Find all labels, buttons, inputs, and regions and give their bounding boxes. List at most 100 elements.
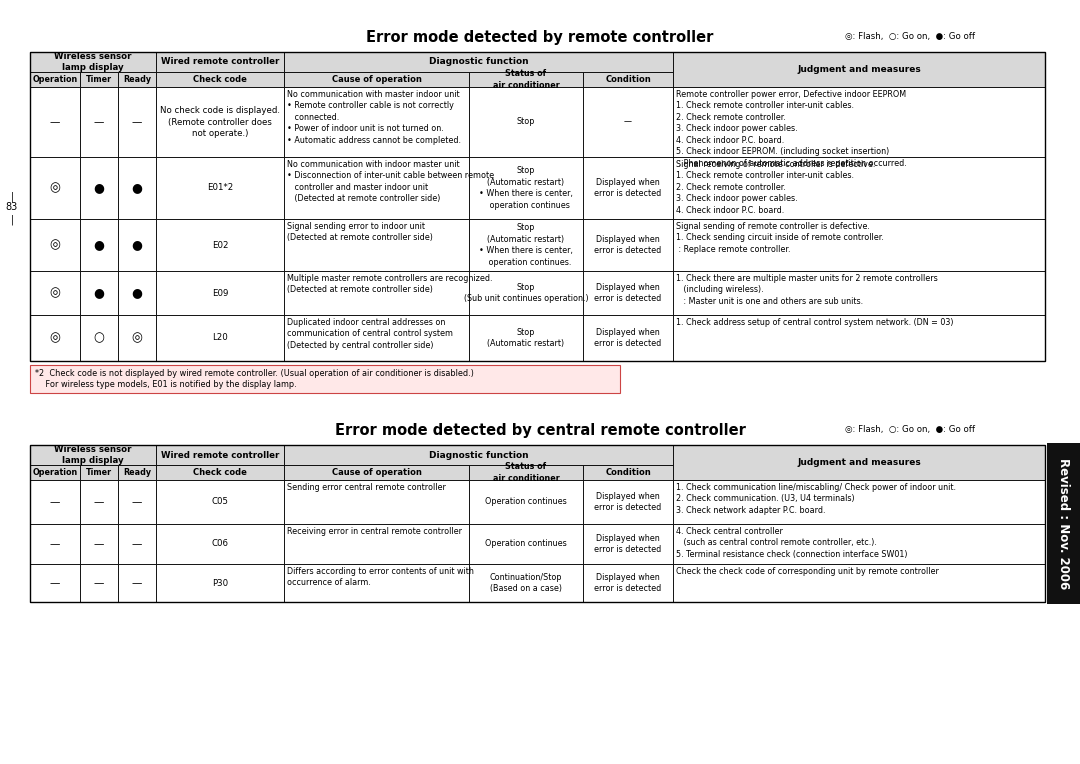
Bar: [30, 52, 1045, 361]
Bar: [583, 524, 673, 564]
Text: No communication with indoor master unit
• Disconnection of inter-unit cable bet: No communication with indoor master unit…: [287, 160, 495, 203]
Bar: [30, 524, 80, 564]
Bar: [284, 480, 469, 524]
Bar: [80, 564, 118, 602]
Bar: [673, 52, 1045, 87]
Bar: [80, 271, 118, 315]
Text: —: —: [94, 539, 104, 549]
Text: Stop
(Automatic restart)
• When there is center,
   operation continues.: Stop (Automatic restart) • When there is…: [480, 223, 572, 267]
Bar: [30, 72, 80, 87]
Text: Displayed when
error is detected: Displayed when error is detected: [594, 492, 662, 512]
Text: —: —: [50, 117, 60, 127]
Bar: [583, 72, 673, 87]
Bar: [30, 445, 1045, 602]
Bar: [673, 480, 1045, 524]
Bar: [30, 465, 80, 480]
Bar: [469, 87, 583, 157]
Text: C05: C05: [212, 497, 229, 507]
Text: ◎: ◎: [50, 238, 60, 251]
Text: Displayed when
error is detected: Displayed when error is detected: [594, 178, 662, 198]
Text: Check the check code of corresponding unit by remote controller: Check the check code of corresponding un…: [676, 567, 939, 576]
Bar: [156, 465, 284, 480]
Bar: [156, 564, 284, 602]
Text: Diagnostic function: Diagnostic function: [429, 57, 528, 66]
Text: ●: ●: [132, 238, 143, 251]
Text: Displayed when
error is detected: Displayed when error is detected: [594, 534, 662, 554]
Bar: [673, 219, 1045, 271]
Text: Judgment and measures: Judgment and measures: [797, 458, 921, 467]
Text: Diagnostic function: Diagnostic function: [429, 451, 528, 459]
Bar: [583, 219, 673, 271]
Bar: [469, 480, 583, 524]
Text: Stop
(Automatic restart): Stop (Automatic restart): [487, 328, 565, 348]
Bar: [469, 315, 583, 361]
Bar: [673, 87, 1045, 157]
Bar: [30, 480, 80, 524]
Text: 1. Check communication line/miscabling/ Check power of indoor unit.
2. Check com: 1. Check communication line/miscabling/ …: [676, 483, 956, 515]
Text: —: —: [94, 497, 104, 507]
Text: Continuation/Stop
(Based on a case): Continuation/Stop (Based on a case): [489, 573, 563, 593]
Bar: [284, 219, 469, 271]
Text: Operation continues: Operation continues: [485, 497, 567, 507]
Bar: [156, 524, 284, 564]
Bar: [583, 564, 673, 602]
Bar: [30, 365, 620, 393]
Text: —: —: [50, 497, 60, 507]
Text: —: —: [624, 118, 632, 127]
Bar: [673, 271, 1045, 315]
Text: Signal sending of remote controller is defective.
1. Check sending circuit insid: Signal sending of remote controller is d…: [676, 222, 883, 254]
Bar: [583, 157, 673, 219]
Bar: [118, 465, 156, 480]
Bar: [30, 219, 80, 271]
Text: Wired remote controller: Wired remote controller: [161, 451, 280, 459]
Text: Status of
air conditioner: Status of air conditioner: [492, 70, 559, 89]
Text: |: |: [11, 192, 14, 202]
Bar: [156, 87, 284, 157]
Bar: [284, 524, 469, 564]
Bar: [156, 445, 284, 465]
Text: L20: L20: [212, 334, 228, 342]
Text: Signal receiving of remote controller is defective.
1. Check remote controller i: Signal receiving of remote controller is…: [676, 160, 876, 215]
Text: Receiving error in central remote controller: Receiving error in central remote contro…: [287, 527, 462, 536]
Text: —: —: [50, 578, 60, 588]
Text: Wireless sensor
lamp display: Wireless sensor lamp display: [54, 445, 132, 465]
Bar: [30, 564, 80, 602]
Bar: [30, 271, 80, 315]
Bar: [156, 480, 284, 524]
Text: Check code: Check code: [193, 468, 247, 477]
Bar: [156, 72, 284, 87]
Text: Duplicated indoor central addresses on
communication of central control system
(: Duplicated indoor central addresses on c…: [287, 318, 453, 350]
Text: ◎: ◎: [50, 182, 60, 195]
Text: *2  Check code is not displayed by wired remote controller. (Usual operation of : *2 Check code is not displayed by wired …: [35, 369, 474, 378]
Text: Signal sending error to indoor unit
(Detected at remote controller side): Signal sending error to indoor unit (Det…: [287, 222, 433, 242]
Text: E02: E02: [212, 241, 228, 250]
Text: —: —: [50, 539, 60, 549]
Text: ◎: Flash,  ○: Go on,  ●: Go off: ◎: Flash, ○: Go on, ●: Go off: [845, 32, 975, 41]
Bar: [469, 72, 583, 87]
Text: 1. Check there are multiple master units for 2 remote controllers
   (including : 1. Check there are multiple master units…: [676, 274, 937, 306]
Bar: [284, 52, 673, 72]
Bar: [156, 315, 284, 361]
Bar: [673, 445, 1045, 480]
Bar: [30, 87, 80, 157]
Bar: [156, 219, 284, 271]
Text: ◎: ◎: [50, 286, 60, 299]
Bar: [673, 564, 1045, 602]
Bar: [118, 524, 156, 564]
Text: For wireless type models, E01 is notified by the display lamp.: For wireless type models, E01 is notifie…: [35, 380, 297, 389]
Bar: [80, 480, 118, 524]
Bar: [118, 72, 156, 87]
Text: Error mode detected by remote controller: Error mode detected by remote controller: [366, 30, 714, 45]
Text: —: —: [132, 578, 143, 588]
Text: Stop
(Sub unit continues operation.): Stop (Sub unit continues operation.): [463, 283, 589, 303]
Text: Wireless sensor
lamp display: Wireless sensor lamp display: [54, 52, 132, 73]
Text: Stop: Stop: [517, 118, 536, 127]
Bar: [583, 271, 673, 315]
Bar: [118, 480, 156, 524]
Text: Operation: Operation: [32, 468, 78, 477]
Text: ◎: ◎: [132, 332, 143, 345]
Text: Remote controller power error, Defective indoor EEPROM
1. Check remote controlle: Remote controller power error, Defective…: [676, 90, 907, 168]
Text: ●: ●: [132, 286, 143, 299]
Bar: [469, 157, 583, 219]
Bar: [156, 52, 284, 72]
